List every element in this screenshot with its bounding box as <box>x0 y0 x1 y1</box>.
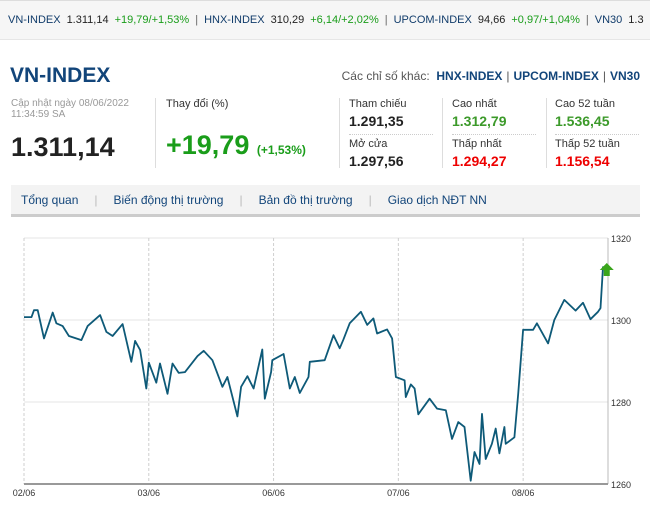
divider <box>452 134 536 135</box>
change-percent: (+1,53%) <box>256 143 306 157</box>
update-date: Cập nhật ngày 08/06/2022 <box>11 98 129 109</box>
x-tick-label: 07/06 <box>387 488 410 498</box>
other-indices: Các chỉ số khác: HNX-INDEX | UPCOM-INDEX | V… <box>342 69 640 83</box>
separator: | <box>384 14 388 26</box>
stat-low: Thấp nhất 1.294,27 <box>452 138 507 169</box>
separator: | <box>506 69 510 83</box>
link-upcom-index[interactable]: UPCOM-INDEX <box>513 69 599 83</box>
ticker-value: 1.3 <box>628 14 644 26</box>
x-tick-label: 02/06 <box>13 488 36 498</box>
ticker-value: 310,29 <box>270 14 305 26</box>
ticker-name[interactable]: HNX-INDEX <box>204 14 265 26</box>
update-clock: 11:34:59 SA <box>11 109 66 120</box>
other-indices-label: Các chỉ số khác: <box>341 69 430 83</box>
tab-market-map[interactable]: Bản đồ thị trường <box>258 193 353 207</box>
stat-52w-high: Cao 52 tuần 1.536,45 <box>555 98 615 129</box>
link-vn30[interactable]: VN30 <box>609 69 640 83</box>
tab-market-movement[interactable]: Biến động thị trường <box>113 193 224 207</box>
ticker-change: +6,14/+2,02% <box>310 14 379 26</box>
stat-open: Mở cửa 1.297,56 <box>349 138 404 169</box>
ticker-change: +19,79/+1,53% <box>114 14 190 26</box>
up-arrow-icon <box>599 262 614 276</box>
ticker-value: 1.311,14 <box>66 14 109 26</box>
stat-high: Cao nhất 1.312,79 <box>452 98 507 129</box>
divider <box>155 98 156 168</box>
divider <box>546 98 547 168</box>
ticker-name[interactable]: UPCOM-INDEX <box>393 14 472 26</box>
x-tick-label: 03/06 <box>138 488 161 498</box>
change-value: +19,79 (+1,53%) <box>166 130 306 161</box>
page-title: VN-INDEX <box>10 64 111 87</box>
change-label: Thay đổi (%) <box>166 98 229 110</box>
change-points: +19,79 <box>166 130 250 160</box>
index-ticker: VN-INDEX 1.311,14 +19,79/+1,53% | HNX-INDEX 3… <box>0 0 650 40</box>
index-line <box>24 266 608 482</box>
tab-bar: Tổng quan | Biến động thị trường | Bản đồ th… <box>11 185 640 217</box>
y-tick-label: 1280 <box>611 398 631 408</box>
ticker-name[interactable]: VN30 <box>594 14 623 26</box>
link-hnx-index[interactable]: HNX-INDEX <box>436 69 503 83</box>
x-tick-label: 06/06 <box>262 488 285 498</box>
tab-foreign-trading[interactable]: Giao dịch NĐT NN <box>387 193 487 207</box>
divider <box>339 98 340 168</box>
y-tick-label: 1260 <box>611 480 631 490</box>
separator: | <box>585 14 589 26</box>
divider <box>442 98 443 168</box>
separator: | <box>602 69 606 83</box>
separator: | <box>195 14 199 26</box>
ticker-change: +0,97/+1,04% <box>511 14 580 26</box>
stat-52w-low: Thấp 52 tuần 1.156,54 <box>555 138 620 169</box>
current-price: 1.311,14 <box>11 132 115 162</box>
y-tick-label: 1320 <box>611 234 631 244</box>
update-time: Cập nhật ngày 08/06/2022 11:34:59 SA <box>11 98 129 120</box>
tab-overview[interactable]: Tổng quan <box>21 193 79 207</box>
divider <box>349 134 433 135</box>
ticker-name[interactable]: VN-INDEX <box>8 14 61 26</box>
divider <box>555 134 639 135</box>
ticker-value: 94,66 <box>477 14 506 26</box>
y-tick-label: 1300 <box>611 316 631 326</box>
x-tick-label: 08/06 <box>512 488 535 498</box>
stat-reference: Tham chiếu 1.291,35 <box>349 98 407 129</box>
